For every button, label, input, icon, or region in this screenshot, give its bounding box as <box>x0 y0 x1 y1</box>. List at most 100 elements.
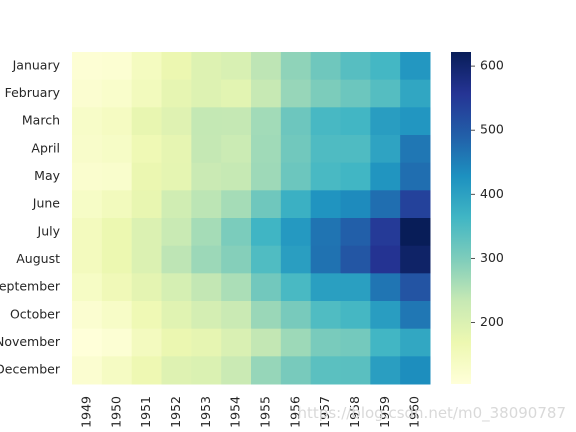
heatmap-cell <box>191 356 222 385</box>
heatmap-cell <box>221 301 252 330</box>
heatmap-cell <box>161 162 192 191</box>
heatmap-cell <box>370 301 401 330</box>
heatmap-cell <box>340 245 371 274</box>
heatmap-cell <box>251 52 282 81</box>
heatmap-cell <box>131 79 162 108</box>
heatmap-cell <box>101 218 133 247</box>
heatmap-cell <box>280 52 312 81</box>
y-tick-label: January <box>12 57 61 72</box>
heatmap-cell <box>400 273 431 302</box>
x-tick-label: 1959 <box>377 396 392 428</box>
heatmap-cell <box>280 273 312 302</box>
heatmap-cell <box>280 218 312 247</box>
heatmap-cell <box>310 301 341 330</box>
heatmap-cell <box>251 190 282 219</box>
heatmap-cell <box>370 52 401 81</box>
heatmap-cell <box>400 245 431 274</box>
heatmap-cell <box>370 273 401 302</box>
heatmap-cell <box>191 190 222 219</box>
heatmap-cell <box>280 245 312 274</box>
heatmap-cell <box>310 328 341 357</box>
heatmap-cell <box>221 356 252 385</box>
heatmap-cell <box>131 52 162 81</box>
heatmap-cell <box>161 135 192 164</box>
heatmap-cell <box>72 79 103 108</box>
heatmap-cell <box>251 162 282 191</box>
heatmap-cell <box>310 218 341 247</box>
heatmap-cell <box>101 356 133 385</box>
y-tick-label: September <box>0 279 61 294</box>
heatmap-cell <box>161 328 192 357</box>
y-tick-labels: January February March April May June July Augu… <box>0 57 61 376</box>
heatmap-cell <box>191 328 222 357</box>
heatmap-cell <box>131 162 162 191</box>
heatmap-cell <box>101 245 133 274</box>
heatmap-cell <box>400 135 431 164</box>
heatmap-cell <box>310 107 341 136</box>
heatmap-cell <box>221 52 252 81</box>
heatmap-cell <box>310 190 341 219</box>
y-tick-label: December <box>0 362 61 377</box>
heatmap-cell <box>400 328 431 357</box>
heatmap-cell <box>72 356 103 385</box>
heatmap-cell <box>101 301 133 330</box>
heatmap-cell <box>72 218 103 247</box>
heatmap-cell <box>370 107 401 136</box>
heatmap-cell <box>191 273 222 302</box>
heatmap-cell <box>131 190 162 219</box>
heatmap-cell <box>340 79 371 108</box>
heatmap-cell <box>161 301 192 330</box>
heatmap-cell <box>161 218 192 247</box>
x-tick-label: 1951 <box>138 396 153 428</box>
x-tick-label: 1953 <box>198 396 213 428</box>
colorbar-tick-label: 300 <box>480 250 504 265</box>
x-tick-label: 1952 <box>168 396 183 428</box>
heatmap-cell <box>251 245 282 274</box>
heatmap-cell <box>400 356 431 385</box>
heatmap-cell <box>191 218 222 247</box>
x-tick-label: 1950 <box>108 396 123 428</box>
heatmap-cell <box>400 218 431 247</box>
heatmap-cell <box>370 162 401 191</box>
x-tick-label: 1955 <box>257 396 272 428</box>
heatmap-cell <box>101 52 133 81</box>
heatmap-cell <box>370 328 401 357</box>
heatmap-cell <box>251 273 282 302</box>
y-tick-label: October <box>10 306 61 321</box>
heatmap-cell <box>221 273 252 302</box>
heatmap-cell <box>101 79 133 108</box>
heatmap-cell <box>101 328 133 357</box>
colorbar: 200 300 400 500 600 <box>451 52 504 384</box>
y-tick-label: August <box>16 251 60 266</box>
heatmap-cell <box>310 245 341 274</box>
heatmap-cell <box>101 107 133 136</box>
heatmap-cell <box>400 52 431 81</box>
heatmap-cell <box>221 218 252 247</box>
heatmap-cell <box>191 162 222 191</box>
x-tick-label: 1958 <box>347 396 362 428</box>
colorbar-tick-label: 600 <box>480 58 504 73</box>
x-tick-label: 1949 <box>78 396 93 428</box>
heatmap-cell <box>280 162 312 191</box>
heatmap-cell <box>101 273 133 302</box>
heatmap-cell <box>340 273 371 302</box>
heatmap-cell <box>251 218 282 247</box>
heatmap-cell <box>221 245 252 274</box>
heatmap-cell <box>400 107 431 136</box>
heatmap-cell <box>161 79 192 108</box>
heatmap-cell <box>340 218 371 247</box>
heatmap-cell <box>310 79 341 108</box>
heatmap-cell <box>72 162 103 191</box>
heatmap-cell <box>221 328 252 357</box>
heatmap-cell <box>400 79 431 108</box>
x-tick-label: 1957 <box>317 396 332 428</box>
heatmap-cell <box>310 356 341 385</box>
colorbar-gradient <box>451 52 471 384</box>
heatmap-cell <box>101 190 133 219</box>
heatmap-cell <box>310 52 341 81</box>
heatmap-cell <box>131 135 162 164</box>
heatmap-cell <box>131 328 162 357</box>
heatmap-cell <box>161 273 192 302</box>
heatmap-cell <box>161 245 192 274</box>
heatmap-cell <box>101 135 133 164</box>
